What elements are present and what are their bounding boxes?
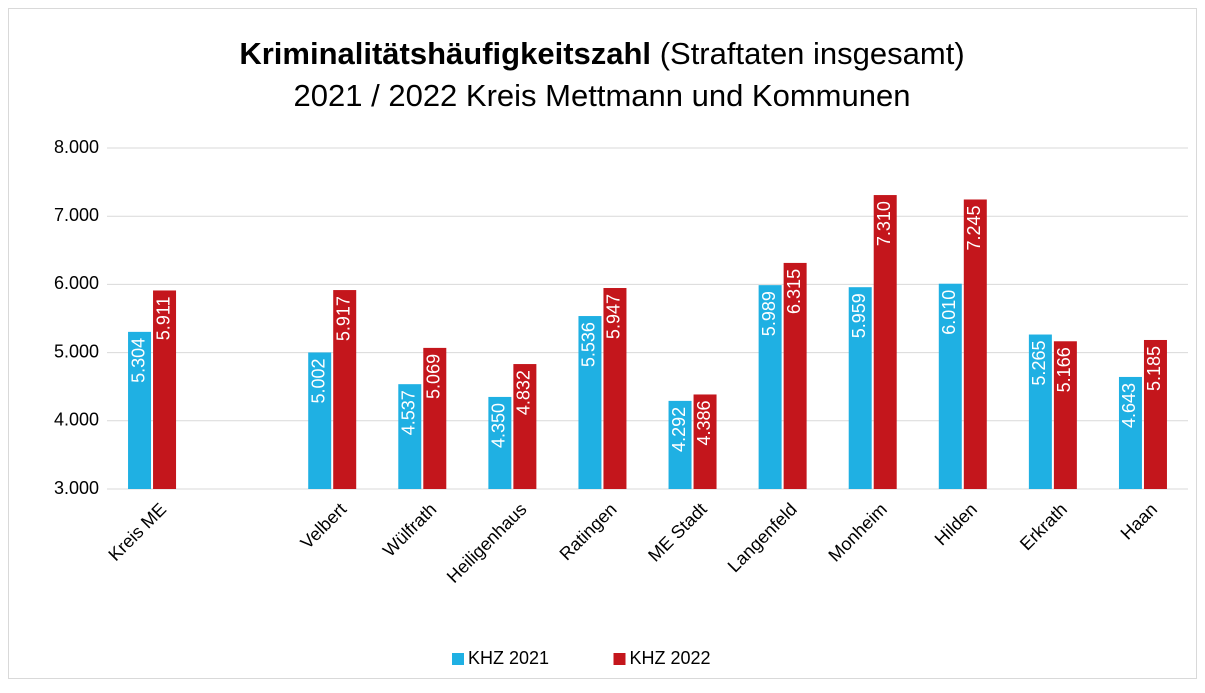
bar: [398, 384, 422, 489]
bar: [1143, 339, 1167, 489]
y-tick-label: 4.000: [54, 410, 99, 430]
data-label: 4.832: [514, 370, 534, 415]
y-tick-label: 3.000: [54, 478, 99, 498]
legend-swatch: [452, 653, 464, 665]
bar: [873, 195, 897, 490]
data-label: 5.917: [333, 296, 353, 341]
chart-title: Kriminalitätshäufigkeitszahl (Straftaten…: [239, 36, 964, 71]
title-bold: Kriminalitätshäufigkeitszahl: [239, 36, 651, 71]
data-label: 5.947: [604, 294, 624, 339]
bar: [693, 394, 717, 489]
bar: [1028, 334, 1052, 489]
bar: [938, 283, 962, 489]
chart-border: [8, 8, 1197, 679]
bar: [308, 352, 332, 489]
legend-label: KHZ 2022: [630, 648, 711, 668]
data-label: 5.989: [759, 291, 779, 336]
data-label: 4.643: [1119, 383, 1139, 428]
data-label: 5.304: [128, 338, 148, 383]
bar: [153, 290, 177, 489]
data-label: 4.537: [399, 390, 419, 435]
data-label: 5.166: [1054, 347, 1074, 392]
bar: [488, 396, 512, 489]
y-tick-label: 5.000: [54, 341, 99, 361]
bar: [578, 316, 602, 489]
bar: [963, 199, 987, 489]
data-label: 5.911: [153, 296, 173, 340]
data-label: 5.536: [579, 322, 599, 367]
y-tick-label: 6.000: [54, 273, 99, 293]
bar: [513, 364, 537, 489]
bar: [603, 288, 627, 489]
bar: [848, 287, 872, 489]
bar: [783, 262, 807, 489]
data-label: 4.292: [669, 407, 689, 452]
legend-label: KHZ 2021: [468, 648, 549, 668]
data-label: 7.310: [874, 201, 894, 246]
bar: [758, 285, 782, 489]
bar: [1053, 341, 1077, 489]
title-rest: (Straftaten insgesamt): [660, 36, 965, 71]
data-label: 5.069: [424, 354, 444, 399]
data-label: 4.350: [489, 403, 509, 448]
data-label: 6.315: [784, 269, 804, 314]
bar: [423, 347, 447, 489]
chart-subtitle: 2021 / 2022 Kreis Mettmann und Kommunen: [294, 78, 911, 113]
legend-swatch: [613, 653, 626, 665]
y-tick-label: 7.000: [54, 205, 99, 225]
data-label: 5.002: [308, 358, 328, 403]
bar: [333, 290, 357, 489]
bar: [668, 400, 692, 489]
bar: [128, 331, 152, 489]
data-label: 5.959: [849, 293, 869, 338]
data-label: 4.386: [694, 400, 714, 445]
data-label: 6.010: [939, 290, 959, 335]
data-label: 5.265: [1029, 341, 1049, 386]
data-label: 7.245: [964, 205, 984, 250]
y-tick-label: 8.000: [54, 137, 99, 157]
data-label: 5.185: [1144, 346, 1164, 391]
bar: [1118, 376, 1142, 489]
